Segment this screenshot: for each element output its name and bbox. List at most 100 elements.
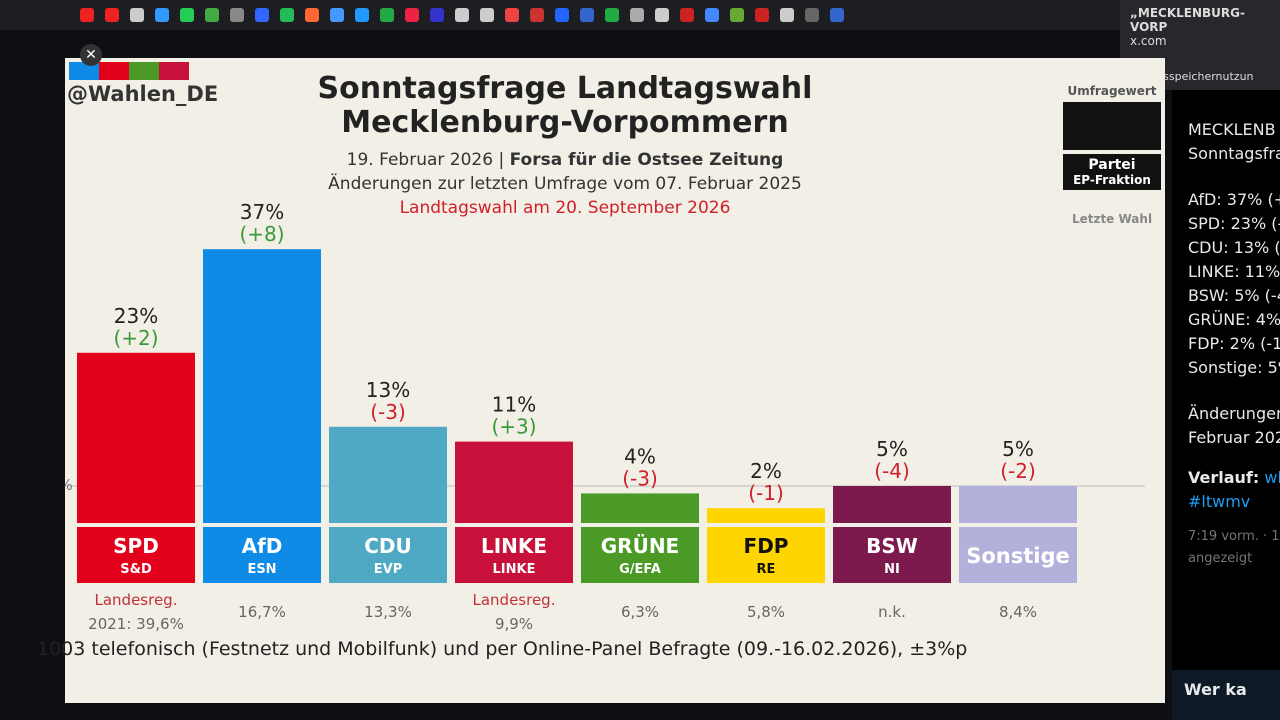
bookmark-icon[interactable]	[330, 8, 344, 22]
tweet-title-1: MECKLENB	[1188, 120, 1276, 139]
tweet-views: angezeigt	[1188, 551, 1253, 566]
bookmark-icon[interactable]	[755, 8, 769, 22]
change-label: (-1)	[748, 481, 784, 505]
legend-party-box: Partei EP-Fraktion	[1063, 154, 1161, 190]
bookmark-icon[interactable]	[780, 8, 794, 22]
tweet-time[interactable]: 7:19 vorm. · 19.	[1188, 529, 1280, 544]
bookmark-icon[interactable]	[130, 8, 144, 22]
party-name: GRÜNE	[601, 534, 679, 558]
change-label: (+2)	[113, 326, 158, 350]
party-group: S&D	[120, 562, 152, 577]
party-box	[203, 527, 321, 583]
tweet-changes-2: Februar 202	[1188, 428, 1280, 447]
value-label: 5%	[1002, 437, 1034, 461]
tweet-title-2: Sonntagsfra	[1188, 144, 1280, 163]
logo-color-bars	[69, 62, 189, 80]
bookmark-icon[interactable]	[105, 8, 119, 22]
chart-footer: 1003 telefonisch (Festnetz und Mobilfunk…	[37, 638, 968, 660]
legend-value: Umfragewert	[1067, 84, 1157, 98]
tweet-link[interactable]: whl	[1264, 468, 1280, 487]
party-box	[833, 527, 951, 583]
tooltip-domain: x.com	[1130, 34, 1167, 48]
last-election-value: 8,4%	[999, 603, 1037, 621]
tweet-results: AfD: 37% (+ SPD: 23% (- CDU: 13% (- LINKE: …	[1188, 188, 1280, 380]
last-election-value: 2021: 39,6%	[88, 615, 184, 633]
party-box	[455, 527, 573, 583]
bookmark-icon[interactable]	[280, 8, 294, 22]
chart-image: @Wahlen_DE Sonntagsfrage Landtagswahl Me…	[37, 58, 1165, 703]
change-label: (-3)	[370, 400, 406, 424]
party-name: BSW	[866, 534, 918, 558]
threshold-label: 5%	[65, 476, 73, 494]
government-note: Landesreg.	[95, 591, 178, 609]
bookmark-icon[interactable]	[80, 8, 94, 22]
value-label: 11%	[492, 393, 536, 417]
party-name: CDU	[364, 534, 412, 558]
party-box	[959, 527, 1077, 583]
last-election-value: 5,8%	[747, 603, 785, 621]
browser-bookmarks-bar	[0, 0, 1120, 30]
government-note: Landesreg.	[473, 591, 556, 609]
bookmark-icon[interactable]	[255, 8, 269, 22]
party-group: LINKE	[493, 562, 536, 577]
bar-linke	[455, 441, 573, 523]
bookmark-icon[interactable]	[805, 8, 819, 22]
bookmark-icon[interactable]	[555, 8, 569, 22]
tweet-verlauf: Verlauf:	[1188, 468, 1260, 487]
tweet-changes-1: Änderungen	[1188, 404, 1280, 423]
tooltip-title: „MECKLENBURG-VORP	[1130, 6, 1245, 34]
promo-text: Wer ka	[1184, 680, 1247, 699]
bookmark-icon[interactable]	[655, 8, 669, 22]
bookmark-icon[interactable]	[405, 8, 419, 22]
bookmark-icon[interactable]	[830, 8, 844, 22]
party-name: SPD	[113, 534, 159, 558]
party-name: AfD	[242, 534, 283, 558]
party-group: G/EFA	[619, 562, 661, 577]
chart-date-source: 19. Februar 2026 | Forsa für die Ostsee …	[346, 150, 784, 170]
legend-value-box	[1063, 102, 1161, 150]
value-label: 37%	[240, 200, 284, 224]
tweet-result-line: CDU: 13% (-	[1188, 238, 1280, 257]
party-name: FDP	[744, 534, 789, 558]
tweet-hashtag[interactable]: #ltwmv	[1188, 492, 1251, 511]
chart-handle: @Wahlen_DE	[67, 82, 219, 106]
bookmark-icon[interactable]	[705, 8, 719, 22]
change-label: (-2)	[1000, 459, 1036, 483]
tweet-result-line: BSW: 5% (-4	[1188, 286, 1280, 305]
party-name: LINKE	[481, 534, 547, 558]
bookmark-icon[interactable]	[180, 8, 194, 22]
value-label: 23%	[114, 304, 158, 328]
promo-banner[interactable]: Wer ka	[1172, 670, 1280, 720]
party-box	[77, 527, 195, 583]
legend-last: Letzte Wahl	[1071, 212, 1153, 226]
bookmark-icon[interactable]	[605, 8, 619, 22]
tweet-result-line: FDP: 2% (-1)	[1188, 334, 1280, 353]
change-label: (+3)	[491, 415, 536, 439]
bookmark-icon[interactable]	[680, 8, 694, 22]
bookmark-icon[interactable]	[505, 8, 519, 22]
party-group: NI	[884, 562, 900, 577]
bookmark-icon[interactable]	[530, 8, 544, 22]
change-label: (+8)	[239, 222, 284, 246]
bookmark-icon[interactable]	[230, 8, 244, 22]
changes-note: Änderungen zur letzten Umfrage vom 07. F…	[328, 174, 802, 194]
bookmark-icon[interactable]	[380, 8, 394, 22]
bookmark-icon[interactable]	[730, 8, 744, 22]
party-group: RE	[757, 562, 776, 577]
party-box	[581, 527, 699, 583]
bookmark-icon[interactable]	[455, 8, 469, 22]
close-icon[interactable]: ✕	[80, 44, 102, 66]
bookmark-icon[interactable]	[205, 8, 219, 22]
bookmark-icon[interactable]	[480, 8, 494, 22]
bookmark-icon[interactable]	[355, 8, 369, 22]
bookmark-icon[interactable]	[430, 8, 444, 22]
bookmark-icon[interactable]	[155, 8, 169, 22]
bookmark-icon[interactable]	[630, 8, 644, 22]
bookmark-icon[interactable]	[305, 8, 319, 22]
value-label: 5%	[876, 437, 908, 461]
election-note: Landtagswahl am 20. September 2026	[399, 198, 731, 218]
party-group: EVP	[374, 562, 402, 577]
bookmark-icon[interactable]	[580, 8, 594, 22]
bar-cdu	[329, 426, 447, 523]
bar-grüne	[581, 493, 699, 523]
